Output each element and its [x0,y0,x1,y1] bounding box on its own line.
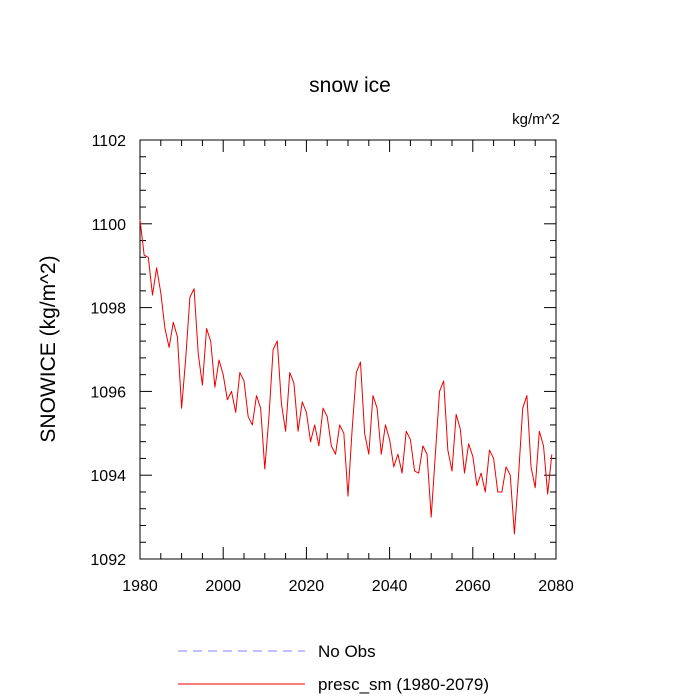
y-tick-label: 1092 [90,552,126,569]
axis-tick-labels: 1980 2000 2020 2040 2060 2080 1092 1094 1096 1098… [90,133,573,595]
y-tick-label: 1098 [90,301,126,318]
y-tick-label: 1102 [92,133,127,150]
series-layer [139,219,553,535]
axis-ticks [139,139,557,560]
series-line [139,219,553,535]
y-axis-label: SNOWICE (kg/m^2) [37,255,60,442]
units-label: kg/m^2 [512,111,560,128]
x-tick-label: 2000 [205,578,241,595]
y-tick-label: 1094 [90,468,126,485]
x-tick-label: 2040 [372,578,408,595]
y-tick-label: 1096 [90,384,126,401]
legend-label-no-obs: No Obs [318,642,376,661]
chart-title: snow ice [309,74,391,97]
x-tick-label: 1980 [122,578,158,595]
x-tick-label: 2060 [455,578,491,595]
y-tick-label: 1100 [92,217,127,234]
legend-label-presc-sm: presc_sm (1980-2079) [318,675,489,694]
x-tick-label: 2080 [538,578,574,595]
x-tick-label: 2020 [289,578,325,595]
legend: No Obs presc_sm (1980-2079) [178,642,489,694]
